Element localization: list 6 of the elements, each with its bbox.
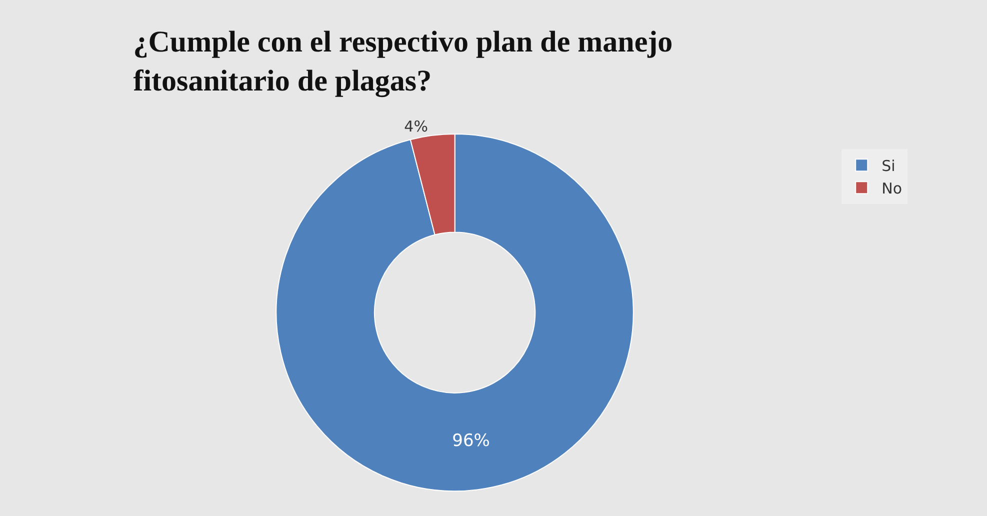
donut-slice [276, 134, 634, 492]
legend-label: Si [882, 156, 896, 175]
chart-title: ¿Cumple con el respectivo plan de manejo fitosanitario de plagas? [133, 26, 673, 98]
legend-label: No [882, 179, 902, 198]
data-label: 4% [404, 118, 428, 136]
data-label: 96% [452, 430, 490, 451]
